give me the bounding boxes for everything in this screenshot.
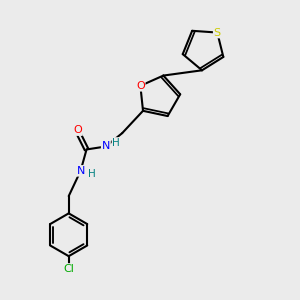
Text: H: H bbox=[112, 138, 120, 148]
Text: Cl: Cl bbox=[63, 264, 74, 274]
Text: N: N bbox=[102, 142, 110, 152]
Text: N: N bbox=[76, 166, 85, 176]
Text: O: O bbox=[73, 125, 82, 135]
Text: S: S bbox=[214, 28, 221, 38]
Text: O: O bbox=[136, 81, 145, 91]
Text: H: H bbox=[88, 169, 96, 179]
